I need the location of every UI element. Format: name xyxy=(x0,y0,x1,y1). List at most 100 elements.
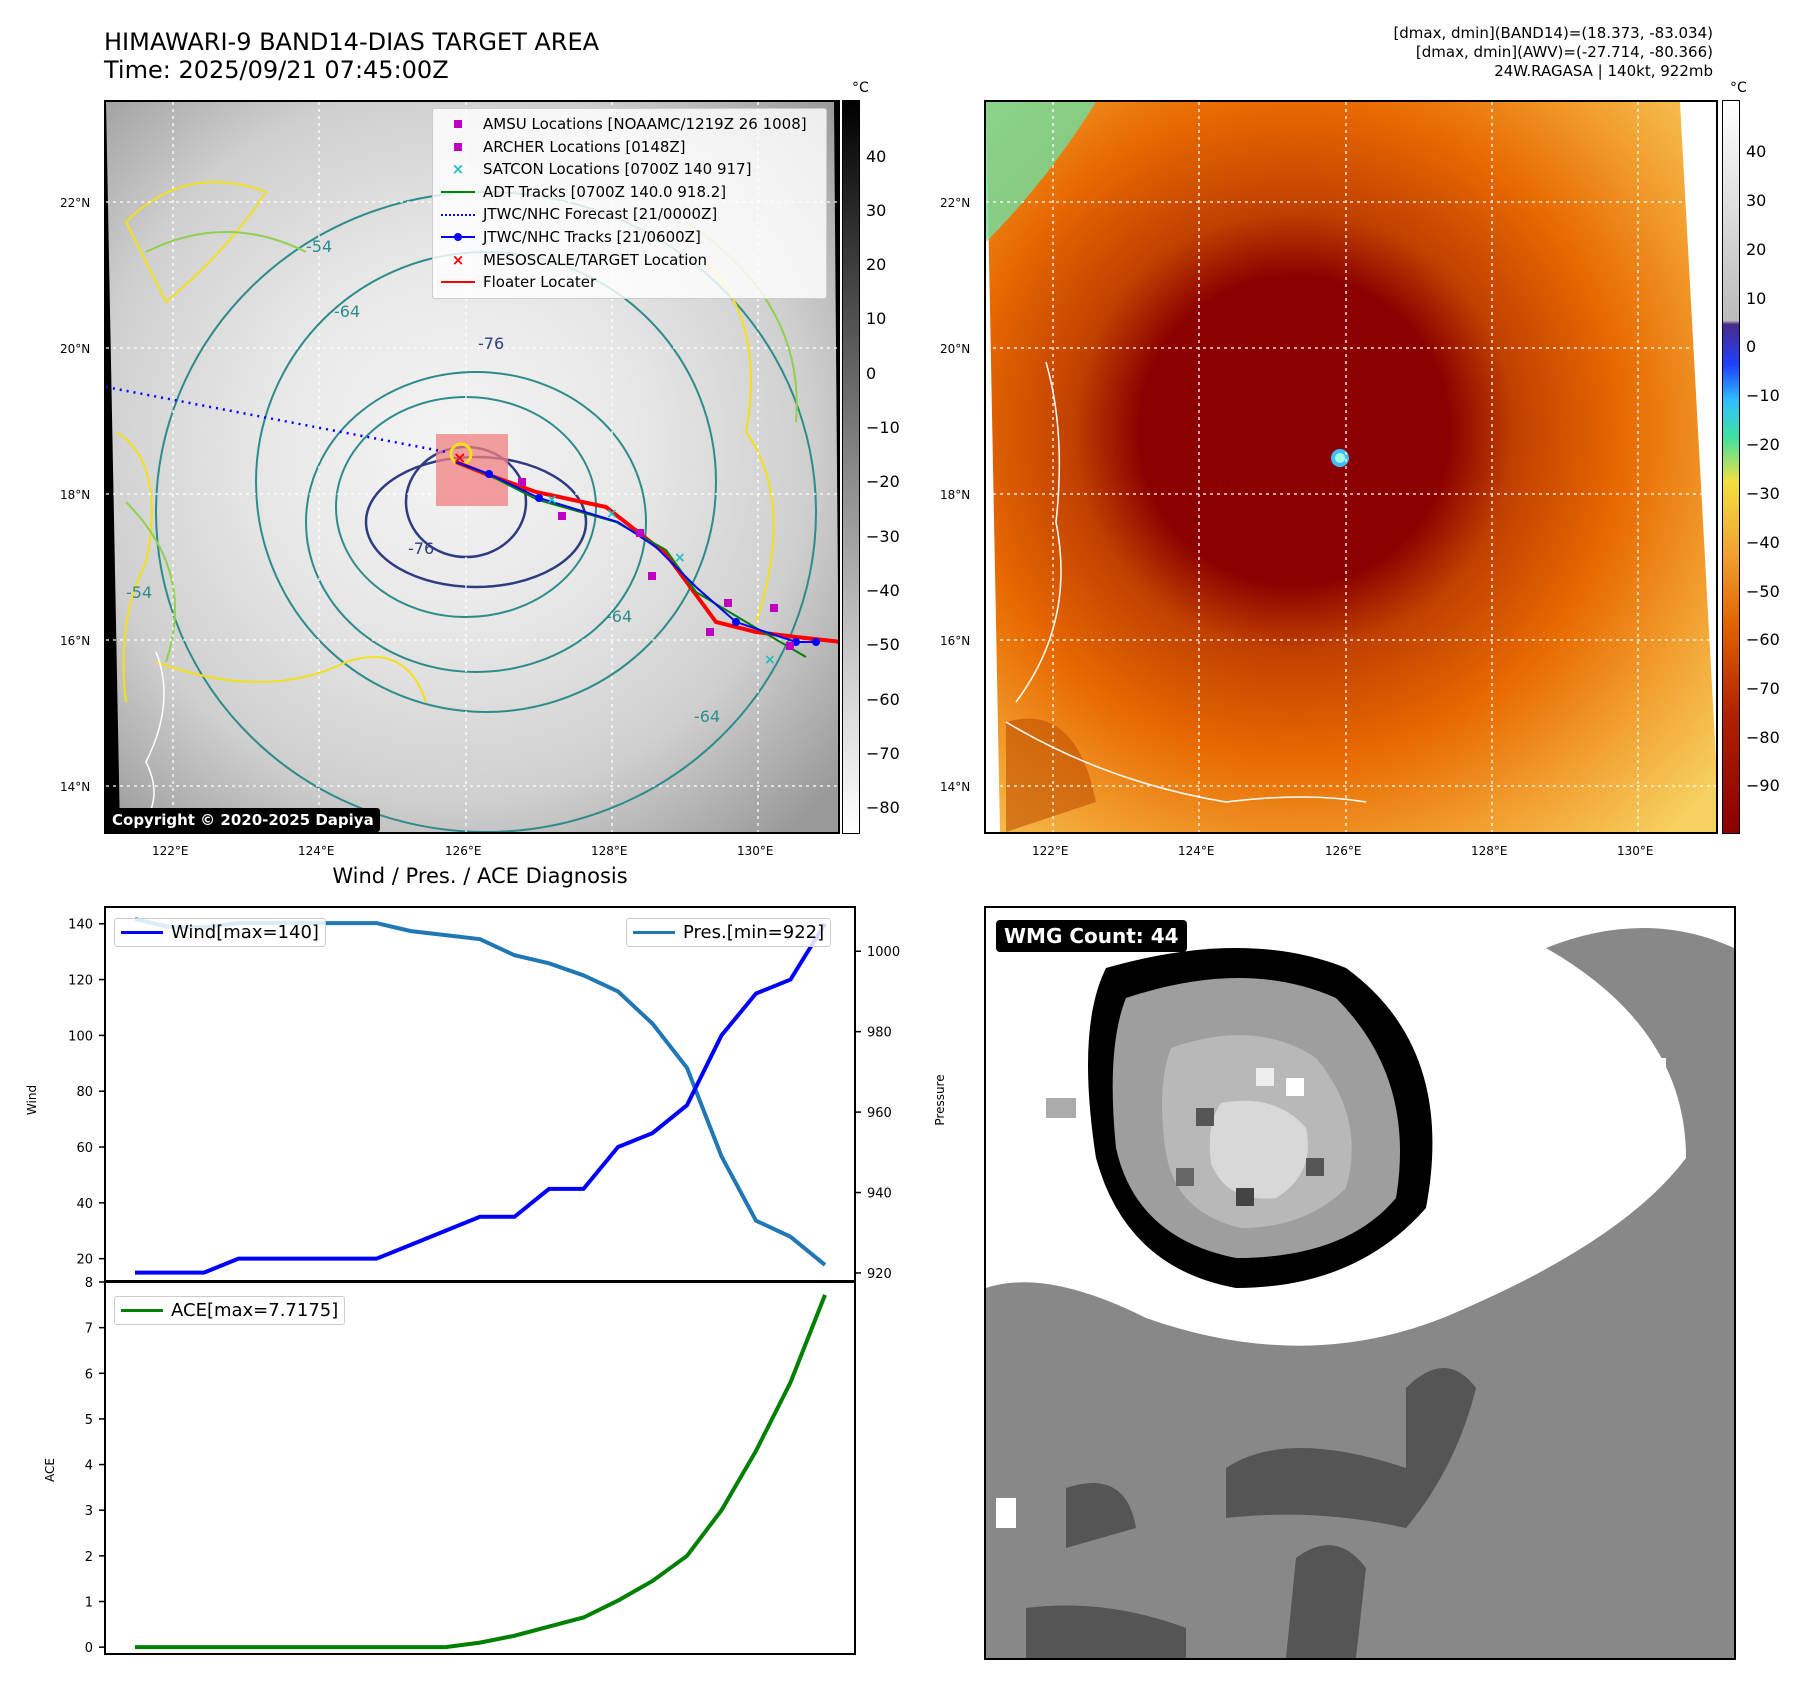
contour-label: -54 xyxy=(126,583,152,602)
svg-text:×: × xyxy=(674,550,686,566)
pressure-legend-label: Pres.[min=922] xyxy=(683,922,825,943)
legend-item-amsu: AMSU Locations [NOAAMC/1219Z 26 1008] xyxy=(439,113,820,136)
contour-label: -76 xyxy=(478,334,504,353)
colorbar-tick: −70 xyxy=(1746,679,1780,698)
colorbar-tick: 40 xyxy=(866,147,887,166)
map-gridlines xyxy=(986,102,1716,832)
ace-tick-label: 3 xyxy=(85,1504,93,1519)
pressure-legend: Pres.[min=922] xyxy=(626,918,832,947)
wmg-count-badge: WMG Count: 44 xyxy=(996,920,1187,952)
wind-tick-label: 60 xyxy=(76,1141,93,1156)
figure-title: HIMAWARI-9 BAND14-DIAS TARGET AREA Time:… xyxy=(104,28,599,84)
color-colorbar xyxy=(1722,100,1740,834)
colorbar-tick: −20 xyxy=(866,472,900,491)
ace-tick-label: 6 xyxy=(85,1367,93,1382)
series-layer xyxy=(134,917,827,1650)
pressure-legend-swatch xyxy=(633,931,675,934)
legend-item-floater: Floater Locater xyxy=(439,271,820,294)
wind-axis-label: Wind xyxy=(25,1085,39,1115)
colorbar-tick: 20 xyxy=(1746,240,1767,259)
map-legend: AMSU Locations [NOAAMC/1219Z 26 1008] AR… xyxy=(432,108,827,299)
ace-axis: 0 1 2 3 4 5 6 7 8 xyxy=(85,1276,105,1656)
lon-label: 126°E xyxy=(1325,844,1362,858)
pressure-tick-label: 960 xyxy=(867,1106,892,1121)
ace-tick-label: 1 xyxy=(85,1596,93,1611)
title-line-2: Time: 2025/09/21 07:45:00Z xyxy=(104,56,449,84)
ace-tick-label: 7 xyxy=(85,1322,93,1337)
diagnosis-chart: 20 40 60 80 100 120 140 920 940 960 980 1000 0 1 2 3 4… xyxy=(25,906,947,1656)
colorbar-tick: −30 xyxy=(1746,484,1780,503)
wind-legend-label: Wind[max=140] xyxy=(171,922,319,943)
colorbar-tick: 10 xyxy=(866,309,887,328)
legend-item-forecast: JTWC/NHC Forecast [21/0000Z] xyxy=(439,203,820,226)
colorbar-tick: 0 xyxy=(866,364,877,383)
lon-label: 122°E xyxy=(152,844,189,858)
lon-label: 126°E xyxy=(445,844,482,858)
ace-tick-label: 5 xyxy=(85,1413,93,1428)
wmg-image xyxy=(986,908,1734,1658)
colorbar-tick: 20 xyxy=(866,255,887,274)
target-location-marker: × xyxy=(453,448,466,467)
lon-label: 124°E xyxy=(1178,844,1215,858)
colorbar-tick: −50 xyxy=(1746,582,1780,601)
colorbar-tick: −40 xyxy=(866,581,900,600)
contour-label: -54 xyxy=(306,237,332,256)
ace-axis-label: ACE xyxy=(43,1458,57,1482)
pressure-axis-label: Pressure xyxy=(933,1074,947,1125)
diagnosis-title: Wind / Pres. / ACE Diagnosis xyxy=(332,864,628,888)
colorbar-tick: −70 xyxy=(866,744,900,763)
lat-label: 22°N xyxy=(60,196,91,210)
colorbar-tick: −10 xyxy=(1746,386,1780,405)
pressure-tick-label: 940 xyxy=(867,1187,892,1202)
colorbar-tick: −20 xyxy=(1746,435,1780,454)
wind-tick-label: 80 xyxy=(76,1085,93,1100)
ace-legend-swatch xyxy=(121,1309,163,1312)
colorbar-tick: −90 xyxy=(1746,776,1780,795)
info-awv: [dmax, dmin](AWV)=(-27.714, -80.366) xyxy=(1415,43,1713,61)
contour-label: -64 xyxy=(694,707,720,726)
pressure-series-line xyxy=(134,917,827,1267)
colorbar-tick: −60 xyxy=(866,690,900,709)
pressure-tick-label: 920 xyxy=(867,1267,892,1282)
colorbar-tick: 10 xyxy=(1746,289,1767,308)
jtwc-points xyxy=(485,470,820,646)
jtwc-track xyxy=(455,461,816,643)
ace-tick-label: 8 xyxy=(85,1276,93,1291)
gray-colorbar xyxy=(842,100,860,834)
lat-label: 14°N xyxy=(940,780,971,794)
legend-item-adt: ADT Tracks [0700Z 140.0 918.2] xyxy=(439,181,820,204)
pressure-tick-label: 1000 xyxy=(867,945,900,960)
colorbar-tick: 40 xyxy=(1746,142,1767,161)
lat-label: 16°N xyxy=(940,634,971,648)
colorbar-tick: 30 xyxy=(866,201,887,220)
colorbar-unit: °C xyxy=(1730,80,1747,96)
color-ir-panel xyxy=(984,100,1718,834)
storm-info: [dmax, dmin](BAND14)=(18.373, -83.034) [… xyxy=(1393,24,1713,81)
copyright-label: Copyright © 2020-2025 Dapiya xyxy=(106,808,380,832)
wind-tick-label: 140 xyxy=(68,918,93,933)
ace-legend: ACE[max=7.7175] xyxy=(114,1296,346,1325)
ace-tick-label: 2 xyxy=(85,1550,93,1565)
lat-label: 18°N xyxy=(60,488,91,502)
lon-label: 124°E xyxy=(298,844,335,858)
pressure-axis: 920 940 960 980 1000 xyxy=(855,945,900,1282)
wind-tick-label: 100 xyxy=(68,1029,93,1044)
legend-item-target: × MESOSCALE/TARGET Location xyxy=(451,250,708,269)
satcon-points: × × × × xyxy=(546,492,776,668)
lat-label: 16°N xyxy=(60,634,91,648)
ace-frame xyxy=(104,1281,856,1655)
colorbar-tick: −50 xyxy=(866,635,900,654)
lon-label: 130°E xyxy=(1617,844,1654,858)
wind-legend-swatch xyxy=(121,931,163,934)
ace-legend-label: ACE[max=7.7175] xyxy=(171,1300,339,1321)
wind-legend: Wind[max=140] xyxy=(114,918,326,947)
colorbar-tick: −60 xyxy=(1746,630,1780,649)
colorbar-tick: −80 xyxy=(1746,728,1780,747)
legend-item-jtwc: JTWC/NHC Tracks [21/0600Z] xyxy=(439,226,820,249)
colorbar-unit: °C xyxy=(852,80,869,96)
svg-text:×: × xyxy=(546,492,558,508)
forecast-track xyxy=(106,385,447,454)
colorbar-tick: −30 xyxy=(866,527,900,546)
wind-tick-label: 120 xyxy=(68,974,93,989)
lon-label: 122°E xyxy=(1032,844,1069,858)
